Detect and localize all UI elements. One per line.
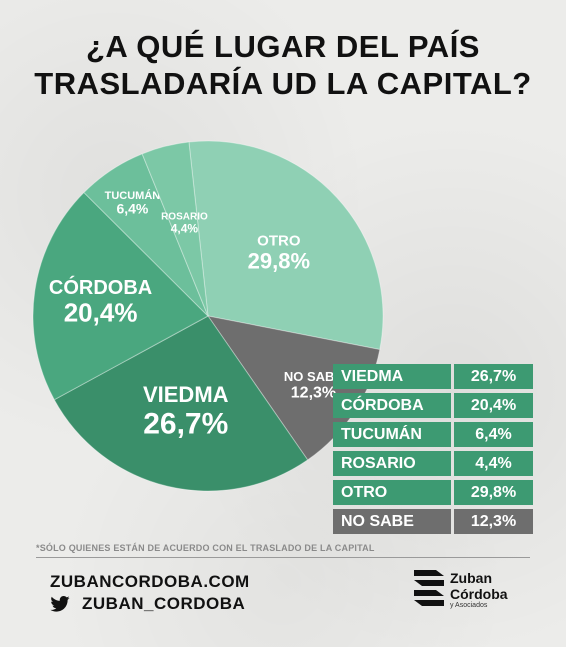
slice-label-name: TUCUMÁN [105, 189, 161, 202]
slice-label-value: 26,7% [143, 408, 228, 441]
website-link[interactable]: ZUBANCORDOBA.COM [50, 572, 250, 591]
table-row: ROSARIO 4,4% [333, 451, 533, 476]
table-row-name: OTRO [333, 480, 451, 505]
zuban-logo-mark-icon [414, 570, 444, 606]
table-row-name: CÓRDOBA [333, 393, 451, 418]
table-row-value: 4,4% [454, 451, 533, 476]
logo-text-asociados: y Asociados [450, 602, 488, 609]
slice-label-name: OTRO [257, 232, 301, 249]
logo-text-zuban: Zuban [450, 570, 492, 586]
footnote: *SÓLO QUIENES ESTÁN DE ACUERDO CON EL TR… [36, 543, 375, 553]
zuban-cordoba-logo: Zuban Córdoba y Asociados [414, 566, 524, 616]
pie-slice-rosario [141, 141, 209, 317]
slice-label-name: NO SABE [284, 369, 344, 384]
table-row-name: NO SABE [333, 509, 451, 534]
slice-label-name: CÓRDOBA [49, 275, 152, 299]
pie-slice-viedma [53, 315, 309, 492]
twitter-bird-icon [50, 596, 70, 612]
table-row: VIEDMA 26,7% [333, 364, 533, 389]
slice-label-value: 4,4% [171, 221, 199, 235]
footer-divider [36, 557, 530, 558]
table-row-value: 6,4% [454, 422, 533, 447]
results-table: VIEDMA 26,7% CÓRDOBA 20,4% TUCUMÁN 6,4% ROSARI… [333, 364, 533, 538]
table-row: CÓRDOBA 20,4% [333, 393, 533, 418]
logo-text-cordoba: Córdoba [450, 586, 508, 602]
table-row: OTRO 29,8% [333, 480, 533, 505]
pie-slice-otro [188, 140, 384, 351]
slice-label-value: 12,3% [291, 385, 336, 402]
slice-label-value: 6,4% [116, 201, 148, 217]
table-row-name: TUCUMÁN [333, 422, 451, 447]
table-row-name: VIEDMA [333, 364, 451, 389]
slice-label-value: 29,8% [248, 248, 310, 273]
table-row-value: 20,4% [454, 393, 533, 418]
slice-label-name: VIEDMA [143, 382, 229, 407]
table-row-name: ROSARIO [333, 451, 451, 476]
page-title: ¿A QUÉ LUGAR DEL PAÍS TRASLADARÍA UD LA … [0, 28, 566, 102]
slice-label-name: ROSARIO [161, 212, 208, 223]
table-row: NO SABE 12,3% [333, 509, 533, 534]
table-row-value: 12,3% [454, 509, 533, 534]
title-line-1: ¿A QUÉ LUGAR DEL PAÍS [85, 29, 480, 64]
table-row: TUCUMÁN 6,4% [333, 422, 533, 447]
pie-slice-tucum-n [83, 153, 209, 317]
table-row-value: 29,8% [454, 480, 533, 505]
pie-slice-c-rdoba [32, 191, 209, 401]
title-line-2: TRASLADARÍA UD LA CAPITAL? [34, 66, 532, 101]
slice-label-value: 20,4% [64, 297, 138, 327]
table-row-value: 26,7% [454, 364, 533, 389]
twitter-handle[interactable]: ZUBAN_CORDOBA [50, 594, 245, 614]
twitter-handle-text: ZUBAN_CORDOBA [82, 594, 246, 613]
